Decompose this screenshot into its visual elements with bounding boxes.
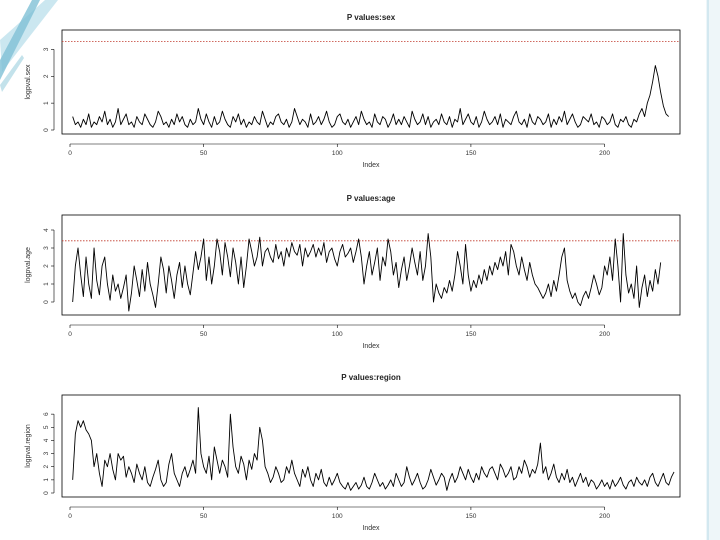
pvalue-series-line [72, 233, 662, 312]
chart-panel: P values:age 0 50 100 150 200 Index 0 1 2 3 4 logpva… [25, 194, 681, 350]
x-axis-label: Index [362, 162, 380, 169]
pvalue-series-line [72, 407, 675, 491]
x-tick-label: 0 [68, 331, 72, 338]
chart-title: P values:region [341, 373, 401, 382]
x-tick-label: 50 [200, 513, 208, 520]
y-tick-label: 0 [43, 491, 50, 495]
x-tick-label: 100 [332, 513, 343, 520]
x-tick-label: 50 [200, 331, 208, 338]
x-axis-label: Index [362, 525, 380, 532]
y-tick-label: 3 [43, 47, 50, 51]
pvalue-series-line [72, 65, 670, 128]
x-tick-label: 200 [599, 331, 610, 338]
y-axis-label: logpval.sex [25, 64, 32, 100]
y-tick-label: 3 [43, 451, 50, 455]
y-tick-label: 5 [43, 425, 50, 429]
y-tick-label: 6 [43, 412, 50, 416]
x-tick-label: 150 [465, 150, 476, 157]
y-tick-label: 4 [43, 438, 50, 442]
y-tick-label: 2 [43, 74, 50, 78]
chart-title: P values:age [347, 194, 396, 203]
y-tick-label: 4 [43, 228, 50, 232]
x-tick-label: 150 [465, 331, 476, 338]
y-tick-label: 2 [43, 465, 50, 469]
y-axis-label: logpval.age [25, 247, 32, 283]
y-tick-label: 1 [43, 101, 50, 105]
x-tick-label: 100 [332, 331, 343, 338]
x-tick-label: 150 [465, 513, 476, 520]
y-tick-label: 1 [43, 478, 50, 482]
chart-title: P values:sex [347, 13, 396, 22]
y-tick-label: 3 [43, 246, 50, 250]
x-tick-label: 0 [68, 150, 72, 157]
y-tick-label: 0 [43, 128, 50, 132]
chart-panel: P values:sex 0 50 100 150 200 Index 0 1 2 3 logpval… [25, 13, 681, 169]
y-tick-label: 1 [43, 282, 50, 286]
chart-panel: P values:region 0 50 100 150 200 Index 0 1 2 3 4 5 6 l… [25, 373, 681, 532]
y-tick-label: 0 [43, 300, 50, 304]
x-tick-label: 200 [599, 150, 610, 157]
x-tick-label: 200 [599, 513, 610, 520]
x-axis-label: Index [362, 343, 380, 350]
plot-frame [61, 214, 681, 316]
y-axis-label: logpval.region [25, 424, 32, 468]
plot-frame [61, 394, 681, 498]
y-tick-label: 2 [43, 264, 50, 268]
x-tick-label: 100 [332, 150, 343, 157]
plot-frame [61, 29, 681, 135]
x-tick-label: 50 [200, 150, 208, 157]
x-tick-label: 0 [68, 513, 72, 520]
